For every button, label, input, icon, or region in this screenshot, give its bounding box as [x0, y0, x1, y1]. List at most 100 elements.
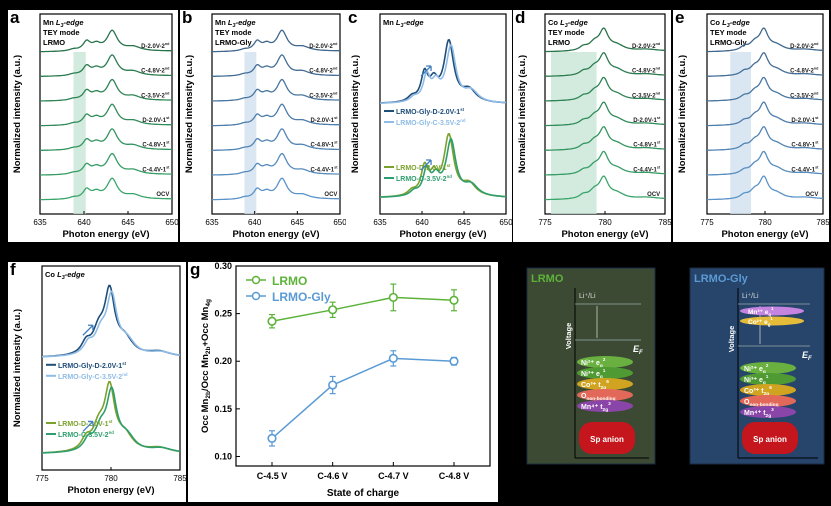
arrow-icon: [82, 420, 94, 432]
arrow-icon: [420, 159, 432, 171]
spectrum-line: [545, 175, 665, 201]
energy-band: [740, 362, 796, 374]
spectrum-line: [212, 128, 340, 151]
series-label: D-2.0V-1st: [310, 116, 338, 124]
y-tick-label: 0.10: [214, 451, 232, 461]
panel-letter: b: [182, 8, 192, 27]
energy-band: [740, 373, 796, 385]
fermi-label: EF: [633, 344, 643, 356]
anion-label: Sp anion: [753, 435, 787, 444]
arrow-icon: [420, 65, 432, 77]
spectrum-line: [40, 78, 172, 102]
li-label: Li⁺/Li: [742, 293, 759, 300]
panel-note: LRMO: [548, 38, 570, 47]
spectrum-line: [706, 51, 823, 77]
band-label: Onon-bonding: [744, 399, 779, 408]
panel-background: [346, 10, 512, 242]
x-tick-label: 650: [165, 218, 179, 227]
data-point: [388, 353, 398, 363]
series-label: D-2.0V-2nd: [632, 42, 661, 50]
spectrum-line: [706, 125, 823, 151]
y-axis-label: Normalized intensity (a.u.): [677, 55, 688, 173]
spectrum-line: [707, 76, 824, 102]
x-tick-label: 785: [173, 474, 187, 483]
spectrum-line: [545, 76, 666, 102]
spectrum-line: [39, 177, 172, 201]
spectrum-line: [39, 29, 172, 53]
x-tick-label: 635: [373, 218, 387, 227]
x-tick-label: 775: [538, 218, 552, 227]
series-label: C-4.8V-2nd: [141, 67, 170, 75]
panel-note: LRMO-Gly: [710, 38, 747, 47]
panel-note: LRMO-Gly: [215, 38, 252, 47]
plot-frame: [235, 265, 491, 467]
panel-letter: f: [10, 260, 16, 279]
spectrum-line: [380, 137, 507, 198]
x-axis-label: State of charge: [327, 488, 400, 499]
x-tick-label: 650: [333, 218, 347, 227]
series-label: D-2.0V-2nd: [790, 42, 819, 50]
diagram-title: LRMO: [531, 273, 564, 285]
y-axis-label: Normalized intensity (a.u.): [12, 309, 23, 427]
panel-letter: e: [675, 8, 684, 27]
panel-note: Mn L3-edge: [43, 18, 84, 29]
spectrum-line: [42, 290, 181, 358]
data-point: [267, 433, 277, 443]
spectrum-line: [211, 103, 340, 127]
x-tick-label: 635: [33, 218, 47, 227]
y-tick-label: 0.25: [214, 309, 232, 319]
series-label: C-4.8V-2nd: [790, 67, 819, 75]
series-label: OCV: [156, 192, 169, 198]
band-label: Onon-bonding: [581, 393, 616, 402]
legend-label: LRMO-Gly-D-2.0V-1st: [396, 107, 465, 116]
series-label: C-4.4V-1st: [633, 165, 661, 173]
plot-frame: [39, 13, 173, 215]
spectra-panel-b: 635 640 645 650 Photon energy (eV) Normalized…: [180, 8, 347, 242]
legend-label: LRMO-Gly-D-2.0V-1st: [58, 361, 127, 370]
x-tick-label: 645: [291, 218, 305, 227]
x-tick-label: C-4.6 V: [317, 471, 348, 481]
series-label: C-4.4V-1st: [791, 165, 819, 173]
x-tick-label: C-4.5 V: [257, 471, 288, 481]
x-tick-label: 780: [598, 218, 612, 227]
data-point: [449, 295, 459, 305]
highlight-region: [730, 52, 752, 214]
series-label: C-3.5V-2nd: [309, 91, 338, 99]
legend-label: LRMO-D-2.0V-1st: [58, 419, 113, 428]
spectrum-line: [212, 152, 340, 176]
spectra-panel-f: 775 780 785 Photon energy (eV) Normalized in…: [8, 260, 187, 502]
legend-marker: [251, 275, 261, 285]
y-axis-label: Normalized intensity (a.u.): [12, 55, 23, 173]
li-label: Li⁺/Li: [579, 293, 596, 300]
data-point: [449, 356, 459, 366]
energy-band: [740, 384, 796, 396]
y-axis-label: Normalized intensity (a.u.): [184, 55, 195, 173]
energy-band: [740, 395, 796, 407]
series-label: C-4.8V-2nd: [309, 67, 338, 75]
series-label: C-4.8V-2nd: [632, 67, 661, 75]
panel-letter: g: [190, 260, 200, 279]
series-label: D-2.0V-1st: [633, 116, 661, 124]
highlight-region: [244, 52, 257, 214]
y-axis-label: Normalized intensity (a.u.): [517, 55, 528, 173]
x-axis-label: Photon energy (eV): [561, 229, 648, 240]
x-tick-label: 640: [248, 218, 262, 227]
plot-frame: [379, 13, 507, 215]
panel-background: [8, 262, 186, 502]
x-tick-label: 780: [104, 474, 118, 483]
band-label: Ni³⁺ eg1: [744, 374, 769, 386]
x-tick-label: 640: [415, 218, 429, 227]
x-axis-label: Photon energy (eV): [67, 485, 154, 496]
x-axis-label: Photon energy (eV): [62, 229, 149, 240]
spectra-panel-e: 775 780 785 Photon energy (eV) Normalized in…: [673, 8, 830, 242]
spectrum-line: [707, 101, 823, 127]
spectrum-line: [39, 103, 172, 127]
spectrum-line: [211, 29, 340, 53]
energy-band: [577, 389, 633, 401]
legend-label: LRMO: [272, 274, 307, 288]
x-tick-label: 780: [758, 218, 772, 227]
series-label: OCV: [647, 192, 660, 198]
x-tick-label: 785: [816, 218, 830, 227]
legend-label: LRMO-Gly-C-3.5V-2nd: [58, 372, 128, 381]
